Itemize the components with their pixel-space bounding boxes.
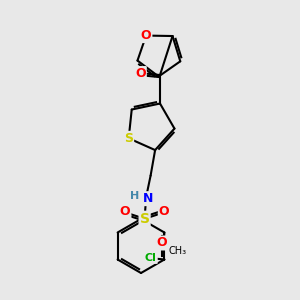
Text: S: S [140,212,150,226]
Text: O: O [156,236,167,250]
Text: O: O [135,67,146,80]
Text: H: H [130,191,139,201]
Text: O: O [120,206,130,218]
Text: CH₃: CH₃ [168,246,186,256]
Text: Cl: Cl [145,253,157,263]
Text: O: O [159,206,170,218]
Text: O: O [141,29,152,42]
Text: N: N [142,192,153,205]
Text: S: S [124,132,133,145]
